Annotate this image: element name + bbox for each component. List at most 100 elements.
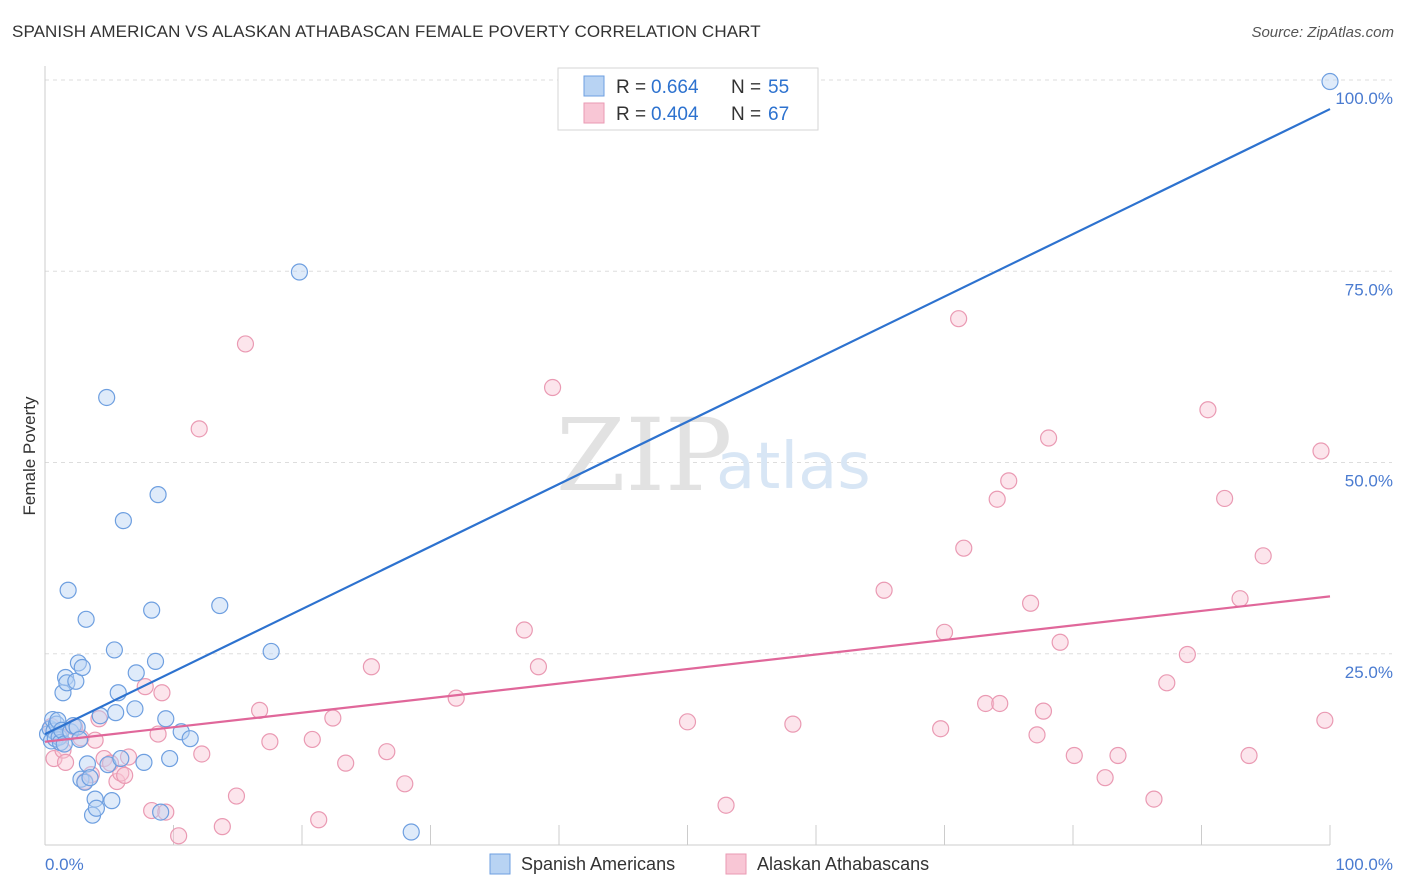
- alaskan-athabascan-point: [991, 694, 1009, 713]
- alaskan-athabascan-point: [977, 694, 995, 713]
- alaskan-athabascan-point: [227, 787, 246, 805]
- alaskan-athabascan-point: [529, 658, 548, 676]
- spanish-american-point: [76, 773, 94, 791]
- legend-pink-swatch: [583, 102, 605, 124]
- alaskan-athabascan-point: [1065, 746, 1083, 765]
- spanish-american-point: [402, 823, 420, 841]
- alaskan-athabascan-point: [717, 796, 735, 814]
- alaskan-athabascan-point: [935, 623, 954, 641]
- alaskan-athabascan-point: [193, 745, 211, 763]
- spanish-american-point: [262, 642, 280, 661]
- alaskan-athabascan-point: [1316, 711, 1334, 729]
- alaskan-athabascan-point: [190, 420, 208, 438]
- watermark-atlas: atlas: [716, 430, 871, 504]
- alaskan-athabascan-point: [1051, 633, 1069, 651]
- axes: [44, 66, 1331, 846]
- spanish-american-point: [105, 641, 123, 659]
- alaskan-athabascan-point: [56, 753, 75, 771]
- alaskan-athabascan-point: [1034, 702, 1053, 720]
- alaskan-athabascan-point: [396, 775, 414, 793]
- y-tick-label: 75.0%: [1345, 280, 1393, 299]
- alaskan-athabascan-point: [362, 658, 380, 676]
- alaskan-athabascan-point: [1039, 429, 1058, 447]
- spanish-american-point: [1321, 72, 1339, 91]
- spanish-americans-points: [38, 72, 1339, 841]
- alaskan-athabascan-point: [1216, 489, 1234, 508]
- alaskan-athabascan-point: [170, 827, 188, 845]
- spanish-american-point: [290, 263, 309, 281]
- bottom-legend-pink-swatch: [725, 853, 747, 875]
- alaskan-athabascan-point: [875, 581, 893, 599]
- spanish-american-point: [152, 803, 170, 821]
- alaskan-athabascan-point: [1000, 472, 1018, 490]
- alaskan-athabascan-point: [784, 715, 802, 733]
- spanish-american-point: [103, 792, 121, 810]
- bottom-legend-pink-label: Alaskan Athabascans: [757, 854, 929, 874]
- watermark: ZIP atlas: [556, 397, 871, 514]
- alaskan-athabascan-point: [1096, 769, 1114, 787]
- alaskan-athabascans-trend-line: [44, 595, 1331, 743]
- alaskan-athabascan-point: [932, 720, 950, 738]
- alaskan-athabascan-point: [1240, 746, 1258, 765]
- y-tick-labels: 25.0% 50.0% 75.0% 100.0%: [1335, 89, 1393, 682]
- alaskan-athabascan-point: [1231, 590, 1249, 608]
- alaskan-athabascan-point: [1145, 790, 1163, 808]
- alaskan-athabascan-point: [950, 310, 968, 328]
- alaskan-athabascan-point: [1028, 726, 1046, 744]
- spanish-american-point: [135, 753, 153, 771]
- series-legend: Spanish Americans Alaskan Athabascans: [489, 853, 929, 875]
- spanish-american-point: [67, 672, 85, 690]
- legend-blue-n-label: N =: [731, 77, 761, 98]
- alaskan-athabascan-point: [543, 378, 562, 397]
- spanish-americans-trend-line: [44, 108, 1331, 736]
- spanish-american-point: [149, 486, 167, 504]
- y-tick-label: 25.0%: [1345, 663, 1393, 682]
- alaskan-athabascan-point: [1178, 645, 1196, 664]
- alaskan-athabascan-point: [136, 678, 154, 696]
- alaskan-athabascan-point: [1158, 674, 1176, 692]
- legend-pink-r-value: 0.404: [651, 104, 699, 125]
- spanish-american-point: [87, 799, 106, 817]
- spanish-american-point: [78, 755, 97, 773]
- alaskan-athabascan-point: [1021, 594, 1040, 612]
- trend-lines: [44, 108, 1331, 743]
- alaskan-athabascan-point: [678, 713, 697, 731]
- alaskan-athabascans-points: [42, 310, 1334, 845]
- alaskan-athabascan-point: [303, 730, 321, 749]
- legend-blue-swatch: [583, 75, 605, 97]
- alaskan-athabascan-point: [213, 818, 231, 836]
- spanish-american-point: [157, 710, 175, 728]
- spanish-american-point: [98, 388, 116, 407]
- legend-blue-r-label: R =: [616, 77, 646, 98]
- legend-pink-n-label: N =: [731, 104, 761, 125]
- spanish-american-point: [107, 704, 125, 722]
- spanish-american-point: [143, 601, 161, 619]
- spanish-american-point: [112, 749, 130, 768]
- alaskan-athabascan-point: [447, 689, 465, 707]
- spanish-american-point: [114, 512, 132, 530]
- y-tick-label: 50.0%: [1345, 472, 1393, 491]
- bottom-legend-blue-swatch: [489, 853, 511, 875]
- spanish-american-point: [127, 664, 145, 682]
- alaskan-athabascan-point: [1109, 746, 1127, 765]
- spanish-american-point: [59, 581, 77, 599]
- alaskan-athabascan-point: [1254, 547, 1272, 565]
- alaskan-athabascan-point: [988, 490, 1006, 508]
- y-tick-label: 100.0%: [1335, 89, 1393, 108]
- spanish-american-point: [181, 730, 199, 748]
- alaskan-athabascan-point: [378, 743, 396, 761]
- alaskan-athabascan-point: [261, 733, 279, 751]
- spanish-american-point: [161, 749, 179, 768]
- x-tick-labels: 0.0% 100.0%: [45, 855, 1393, 874]
- alaskan-athabascan-point: [157, 803, 175, 821]
- legend-pink-n-value: 67: [768, 104, 789, 125]
- legend-pink-r-label: R =: [616, 104, 646, 125]
- spanish-american-point: [126, 700, 144, 718]
- spanish-american-point: [77, 610, 95, 628]
- source-label: Source: ZipAtlas.com: [1251, 24, 1394, 41]
- legend-blue-r-value: 0.664: [651, 77, 699, 98]
- alaskan-athabascan-point: [1199, 401, 1217, 419]
- alaskan-athabascan-point: [310, 811, 328, 829]
- alaskan-athabascan-point: [153, 684, 171, 702]
